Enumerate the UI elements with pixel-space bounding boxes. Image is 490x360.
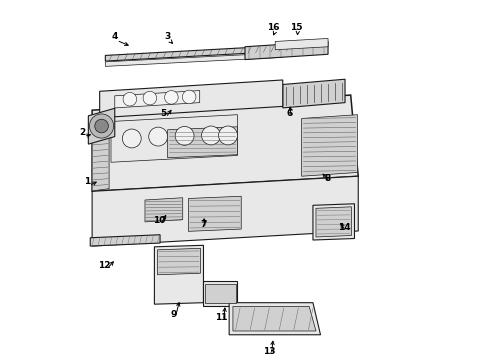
- Polygon shape: [115, 90, 200, 108]
- Text: 1: 1: [84, 177, 90, 186]
- Polygon shape: [157, 248, 200, 275]
- Text: 10: 10: [153, 216, 165, 225]
- Polygon shape: [92, 95, 358, 191]
- Circle shape: [149, 127, 168, 146]
- Polygon shape: [302, 115, 358, 176]
- Polygon shape: [245, 41, 328, 60]
- Text: 15: 15: [290, 23, 302, 32]
- Text: 16: 16: [267, 23, 280, 32]
- Text: 6: 6: [287, 109, 293, 118]
- Polygon shape: [316, 207, 351, 237]
- Polygon shape: [90, 235, 160, 246]
- Polygon shape: [275, 39, 328, 50]
- Polygon shape: [99, 80, 283, 118]
- Polygon shape: [105, 53, 283, 66]
- Circle shape: [123, 93, 137, 106]
- Text: 8: 8: [325, 174, 331, 183]
- Polygon shape: [92, 176, 358, 246]
- Text: 3: 3: [165, 32, 171, 41]
- Text: 12: 12: [98, 261, 111, 270]
- Text: 7: 7: [200, 220, 207, 229]
- Circle shape: [95, 119, 108, 133]
- Polygon shape: [145, 198, 183, 222]
- Circle shape: [175, 126, 194, 145]
- Text: 9: 9: [170, 310, 176, 319]
- Circle shape: [165, 90, 178, 104]
- Text: 11: 11: [215, 312, 228, 321]
- Polygon shape: [188, 196, 241, 231]
- Polygon shape: [92, 116, 109, 191]
- Polygon shape: [203, 281, 238, 306]
- Text: 4: 4: [112, 32, 118, 41]
- Circle shape: [219, 126, 238, 145]
- Text: 5: 5: [161, 109, 167, 118]
- Circle shape: [143, 91, 157, 105]
- Polygon shape: [88, 108, 115, 144]
- Circle shape: [90, 114, 114, 138]
- Polygon shape: [111, 115, 238, 162]
- Polygon shape: [283, 79, 345, 108]
- Text: 2: 2: [79, 128, 85, 137]
- Polygon shape: [229, 303, 320, 335]
- Polygon shape: [154, 245, 203, 304]
- Text: 13: 13: [263, 347, 276, 356]
- Circle shape: [201, 126, 220, 145]
- Text: 14: 14: [338, 223, 350, 232]
- Circle shape: [122, 129, 141, 148]
- Polygon shape: [168, 127, 238, 158]
- Circle shape: [182, 90, 196, 104]
- Polygon shape: [105, 45, 290, 61]
- Polygon shape: [233, 306, 316, 331]
- Polygon shape: [205, 284, 236, 303]
- Polygon shape: [313, 204, 354, 240]
